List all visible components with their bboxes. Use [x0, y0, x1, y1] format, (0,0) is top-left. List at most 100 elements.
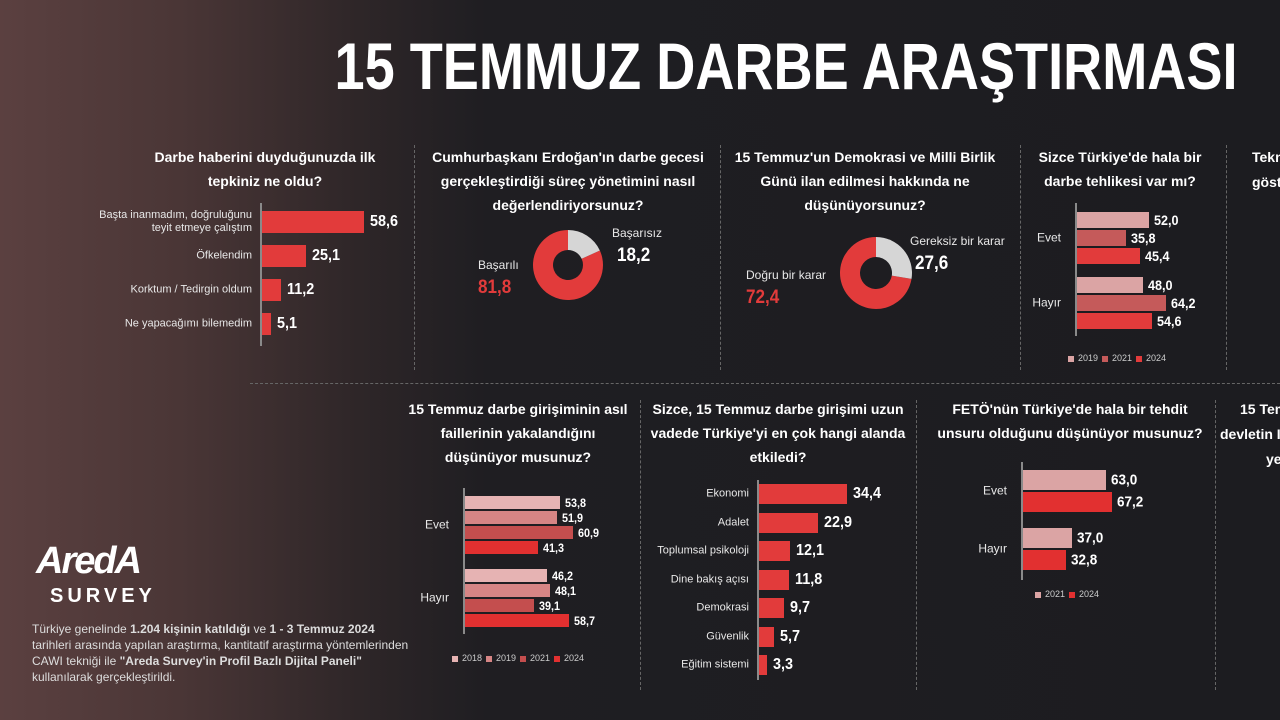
- legend-label: 2019: [496, 653, 517, 663]
- bar: [759, 598, 784, 618]
- bar: [262, 245, 306, 267]
- legend-item: 2021: [1102, 353, 1132, 363]
- legend-item: 2024: [1136, 353, 1166, 363]
- legend-swatch: [1068, 355, 1074, 362]
- bar: [759, 626, 774, 647]
- value-label: 3,3: [773, 656, 794, 673]
- axis-line: [1021, 462, 1023, 580]
- bar: [465, 511, 557, 524]
- bar: [1077, 277, 1144, 293]
- value-label: 11,8: [795, 570, 823, 588]
- value-label: 53,8: [565, 495, 587, 510]
- legend-label: 2024: [1146, 353, 1167, 363]
- footnote-part: kullanılarak gerçekleştirildi.: [32, 670, 176, 684]
- separator: [640, 400, 641, 690]
- value-label: 39,1: [539, 598, 561, 613]
- category-label: Korktum / Tedirgin oldum: [130, 283, 252, 296]
- separator: [720, 145, 721, 370]
- legend-item: 2021: [520, 653, 550, 663]
- footnote-part: 1 - 3 Temmuz 2024: [269, 622, 375, 636]
- separator: [1020, 145, 1021, 370]
- bar: [465, 569, 547, 582]
- value-label: 22,9: [823, 513, 852, 531]
- value-label: 64,2: [1170, 295, 1196, 311]
- segment-label: Başarısız: [612, 226, 663, 240]
- legend-item: 2024: [1069, 589, 1099, 599]
- category-label: Hayır: [420, 590, 449, 605]
- legend-label: 2024: [1079, 589, 1100, 599]
- value-label: 32,8: [1071, 551, 1098, 569]
- legend-swatch: [1069, 591, 1075, 598]
- separator: [250, 383, 1280, 384]
- bar: [262, 313, 271, 335]
- logo-brand: AredA: [36, 540, 142, 582]
- separator: [1215, 400, 1216, 690]
- bar: [465, 541, 539, 554]
- bar: [465, 614, 569, 627]
- legend-swatch: [1136, 355, 1142, 362]
- value-label: 41,3: [543, 540, 565, 555]
- footnote-part: "Areda Survey'in Profil Bazlı Dijital Pa…: [119, 654, 362, 668]
- clipped-title: 15 Tem: [1240, 401, 1280, 417]
- bar: [1077, 212, 1149, 228]
- segment-label: Doğru bir karar: [746, 268, 827, 282]
- segment-value: 72,4: [746, 287, 780, 308]
- bar: [262, 279, 282, 301]
- value-label: 9,7: [789, 599, 810, 616]
- axis-line: [1075, 203, 1077, 336]
- value-label: 46,2: [551, 568, 573, 583]
- value-label: 48,0: [1148, 277, 1173, 293]
- value-label: 11,2: [287, 281, 315, 298]
- chart-title: Sizce Türkiye'de hala bir darbe tehlikes…: [1038, 149, 1202, 189]
- category-label: Evet: [424, 517, 449, 532]
- value-label: 60,9: [577, 525, 599, 540]
- page-title: 15 TEMMUZ DARBE ARAŞTIRMASI: [334, 29, 1238, 103]
- segment-value: 81,8: [478, 277, 512, 298]
- bar: [1077, 313, 1153, 329]
- axis-line: [757, 480, 759, 680]
- legend-swatch: [554, 655, 560, 662]
- category-label: Evet: [1036, 230, 1061, 245]
- value-label: 5,1: [276, 315, 297, 332]
- value-label: 48,1: [555, 583, 577, 598]
- chart-title: Darbe haberini duyduğunuzda ilk tepkiniz…: [154, 149, 376, 189]
- bar: [759, 484, 848, 504]
- bar: [1023, 470, 1107, 490]
- value-label: 58,6: [369, 213, 398, 230]
- legend-label: 2021: [1045, 589, 1066, 599]
- footnote-part: ve: [250, 622, 270, 636]
- legend-swatch: [520, 655, 526, 662]
- separator: [1226, 145, 1227, 370]
- axis-line: [260, 203, 262, 346]
- segment-value: 18,2: [617, 245, 651, 266]
- bar: [465, 584, 551, 597]
- category-label: Adalet: [717, 516, 749, 528]
- legend-item: 2024: [554, 653, 584, 663]
- donut-segment: [568, 230, 600, 259]
- category-label: Güvenlik: [706, 630, 749, 642]
- value-label: 37,0: [1076, 529, 1104, 547]
- legend-swatch: [1035, 591, 1041, 598]
- bar: [1077, 295, 1166, 311]
- legend-swatch: [452, 655, 458, 662]
- donut-segment: [876, 237, 912, 279]
- donut-segment: [839, 237, 912, 309]
- footnote-part: 1.204 kişinin katıldığı: [130, 622, 251, 636]
- category-label: Öfkelendim: [196, 249, 252, 262]
- separator: [414, 145, 415, 370]
- legend-swatch: [1102, 355, 1108, 362]
- bar: [465, 599, 535, 612]
- bar: [759, 569, 790, 590]
- legend-item: 2019: [1068, 353, 1098, 363]
- clipped-title: ye: [1266, 451, 1280, 467]
- footnote: Türkiye genelinde 1.204 kişinin katıldığ…: [32, 621, 410, 685]
- category-label: Toplumsal psikoloji: [657, 544, 749, 557]
- chart-title: Cumhurbaşkanı Erdoğan'ın darbe gecesi ge…: [432, 149, 704, 213]
- clipped-title: Tekn: [1252, 149, 1280, 165]
- segment-label: Gereksiz bir karar: [910, 234, 1005, 248]
- separator: [916, 400, 917, 690]
- legend-label: 2024: [564, 653, 585, 663]
- segment-label: Başarılı: [478, 258, 519, 272]
- value-label: 5,7: [779, 627, 800, 645]
- clipped-title: göste: [1252, 174, 1280, 190]
